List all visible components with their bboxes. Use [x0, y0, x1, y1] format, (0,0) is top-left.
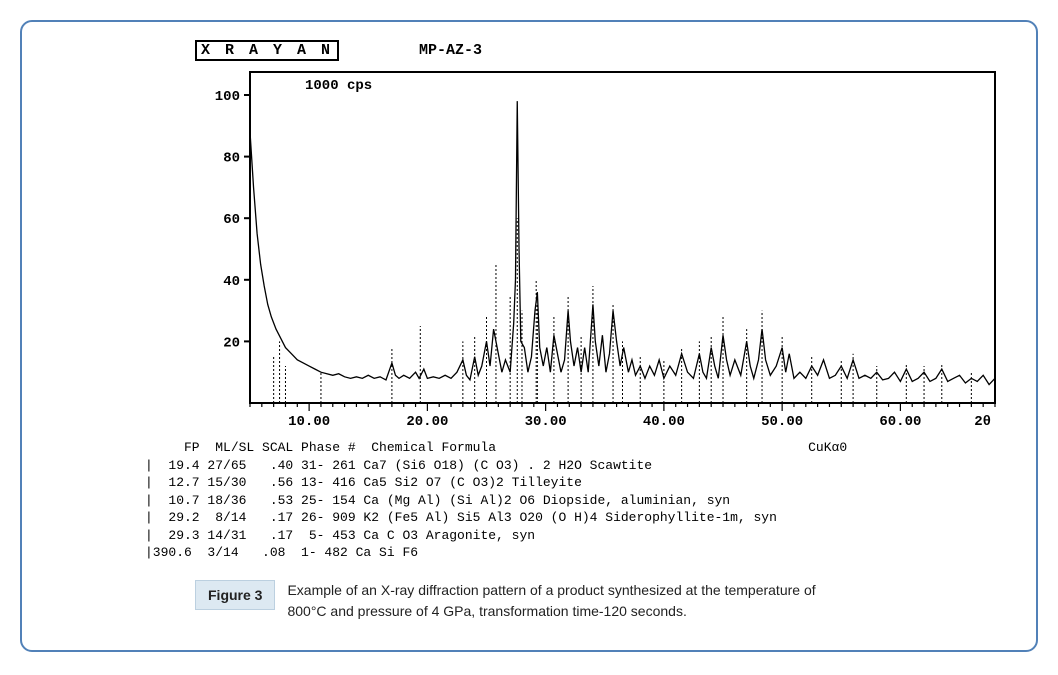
xrd-chart: 1000 cps 20 40 60 80 100 10.00 20.00 30.00 40.00 5…	[195, 67, 1018, 437]
sample-id: MP-AZ-3	[419, 42, 482, 59]
svg-text:60: 60	[223, 212, 240, 228]
chart-area: X R A Y A N MP-AZ-3 1000 cps204060801001…	[195, 40, 1018, 562]
figure-container: X R A Y A N MP-AZ-3 1000 cps204060801001…	[20, 20, 1038, 652]
caption-line-2: 800°C and pressure of 4 GPa, transformat…	[287, 603, 686, 619]
software-logo: X R A Y A N	[195, 40, 339, 61]
svg-text:50.00: 50.00	[761, 414, 803, 430]
svg-text:80: 80	[223, 151, 240, 167]
svg-text:2θ: 2θ	[974, 414, 991, 430]
svg-text:40.00: 40.00	[643, 414, 685, 430]
xrd-svg: 1000 cps 20 40 60 80 100 10.00 20.00 30.00 40.00 5…	[195, 67, 1005, 437]
svg-text:40: 40	[223, 274, 240, 290]
svg-text:100: 100	[215, 89, 240, 105]
svg-text:10.00: 10.00	[288, 414, 330, 430]
figure-label: Figure 3	[195, 580, 275, 610]
svg-text:20.00: 20.00	[406, 414, 448, 430]
svg-text:30.00: 30.00	[525, 414, 567, 430]
figure-caption: Figure 3 Example of an X-ray diffraction…	[195, 580, 1018, 622]
caption-text: Example of an X-ray diffraction pattern …	[287, 580, 815, 622]
chart-header: X R A Y A N MP-AZ-3	[195, 40, 1018, 61]
svg-text:60.00: 60.00	[879, 414, 921, 430]
phase-table: FP ML/SL SCAL Phase # Chemical Formula C…	[145, 439, 1018, 562]
svg-text:20: 20	[223, 335, 240, 351]
caption-line-1: Example of an X-ray diffraction pattern …	[287, 582, 815, 598]
svg-text:1000 cps: 1000 cps	[305, 78, 372, 94]
